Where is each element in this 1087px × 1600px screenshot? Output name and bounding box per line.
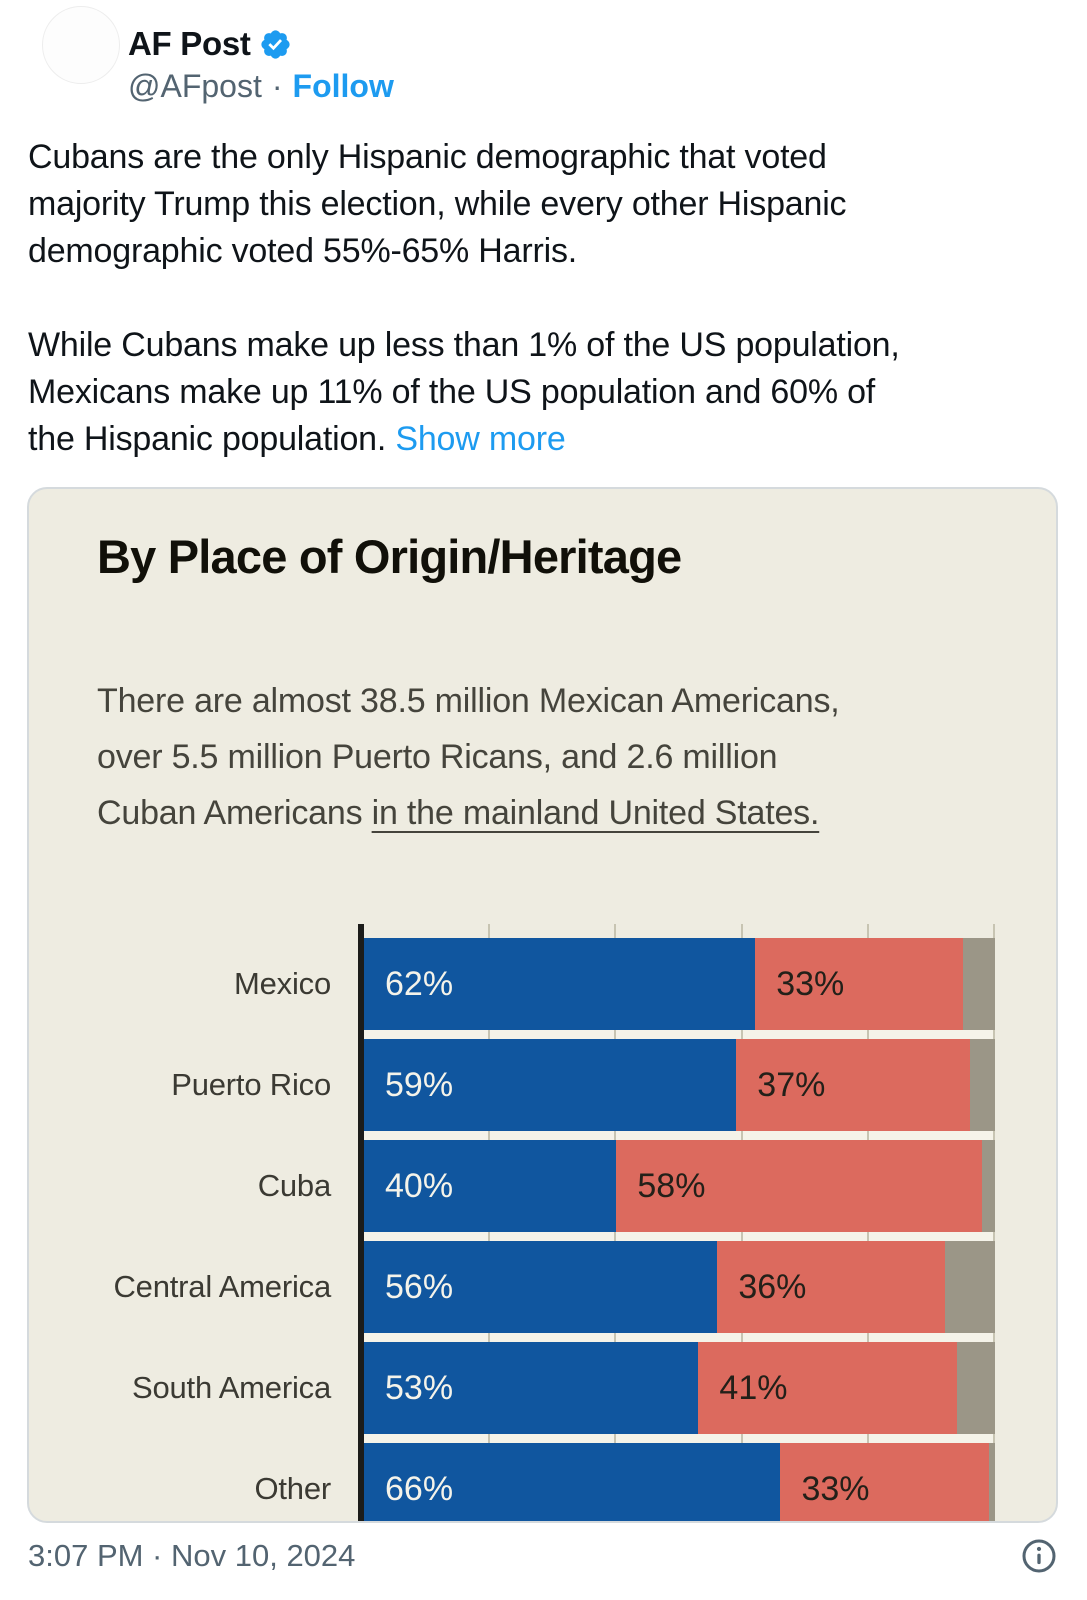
chart-card-image[interactable]: By Place of Origin/Heritage There are al… <box>27 487 1058 1523</box>
remainder-segment <box>969 1039 995 1131</box>
remainder-segment <box>944 1241 995 1333</box>
verified-badge-icon <box>259 28 292 61</box>
harris-segment-value: 62% <box>385 964 454 1003</box>
trump-segment-value: 33% <box>776 964 845 1003</box>
chart-row: Cuba 40% 58% <box>29 1140 1056 1232</box>
bar-label: Central America <box>113 1269 331 1304</box>
follow-button[interactable]: Follow <box>292 68 394 104</box>
info-icon[interactable] <box>1021 1538 1057 1574</box>
bar-label: Other <box>254 1471 331 1506</box>
tweet-text-line: the Hispanic population. Show more <box>28 420 566 458</box>
trump-segment-value: 58% <box>637 1166 706 1205</box>
remainder-segment <box>982 1140 995 1232</box>
tweet-text-line: While Cubans make up less than 1% of the… <box>28 326 900 364</box>
author-block: AF Post @AFpost · Follow <box>128 24 394 105</box>
remainder-segment <box>963 938 995 1030</box>
axis-line <box>358 924 364 1521</box>
trump-segment: 58% <box>616 1140 983 1232</box>
trump-segment: 37% <box>736 1039 970 1131</box>
chart-row: South America 53% 41% <box>29 1342 1056 1434</box>
trump-segment-value: 33% <box>801 1469 870 1508</box>
trump-segment: 41% <box>698 1342 958 1434</box>
avatar[interactable] <box>42 6 120 84</box>
trump-segment-value: 37% <box>757 1065 826 1104</box>
bar-label: Puerto Rico <box>171 1067 331 1102</box>
trump-segment-value: 36% <box>738 1267 807 1306</box>
chart-title: By Place of Origin/Heritage <box>97 530 682 583</box>
timestamp[interactable]: 3:07 PM · Nov 10, 2024 <box>28 1538 356 1573</box>
bar-label: Mexico <box>234 966 331 1001</box>
chart-subtitle: There are almost 38.5 million Mexican Am… <box>97 682 840 832</box>
trump-segment: 33% <box>780 1443 989 1521</box>
harris-segment: 62% <box>364 938 756 1030</box>
author-handle[interactable]: @AFpost <box>128 68 262 104</box>
tweet-text-line: demographic voted 55%-65% Harris. <box>28 232 578 270</box>
harris-segment: 66% <box>364 1443 781 1521</box>
harris-segment-value: 56% <box>385 1267 454 1306</box>
tweet-text-line: Cubans are the only Hispanic demographic… <box>28 138 827 176</box>
harris-segment-value: 53% <box>385 1368 454 1407</box>
harris-segment-value: 66% <box>385 1469 454 1508</box>
tweet-text-line: majority Trump this election, while ever… <box>28 185 847 223</box>
chart-row: Other 66% 33% <box>29 1443 1056 1521</box>
author-name[interactable]: AF Post <box>128 25 251 62</box>
show-more-link[interactable]: Show more <box>395 420 566 458</box>
bar-label: Cuba <box>257 1168 332 1203</box>
separator-dot: · <box>271 68 283 104</box>
chart-rows: Mexico 62% 33% Puerto Rico 59% 37% Cuba 40% 58% C… <box>29 938 1056 1521</box>
harris-segment: 56% <box>364 1241 718 1333</box>
chart-row: Mexico 62% 33% <box>29 938 1056 1030</box>
harris-segment-value: 59% <box>385 1065 454 1104</box>
tweet-text-line: Mexicans make up 11% of the US populatio… <box>28 373 876 411</box>
bar-label: South America <box>131 1370 331 1405</box>
remainder-segment <box>957 1342 995 1434</box>
harris-segment: 59% <box>364 1039 737 1131</box>
chart-row: Puerto Rico 59% 37% <box>29 1039 1056 1131</box>
harris-segment: 40% <box>364 1140 617 1232</box>
remainder-segment <box>988 1443 995 1521</box>
chart-area: Mexico 62% 33% Puerto Rico 59% 37% Cuba 40% 58% C… <box>29 924 1056 1521</box>
harris-segment: 53% <box>364 1342 699 1434</box>
trump-segment-value: 41% <box>719 1368 788 1407</box>
harris-segment-value: 40% <box>385 1166 454 1205</box>
trump-segment: 33% <box>755 938 964 1030</box>
tweet-text: Cubans are the only Hispanic demographic… <box>28 134 1068 463</box>
trump-segment: 36% <box>717 1241 945 1333</box>
tweet-footer: 3:07 PM · Nov 10, 2024 <box>28 1534 1057 1578</box>
chart-row: Central America 56% 36% <box>29 1241 1056 1333</box>
